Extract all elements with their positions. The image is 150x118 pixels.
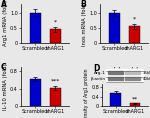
Text: 40kDa: 40kDa bbox=[143, 77, 150, 81]
Bar bbox=[130, 103, 140, 106]
Text: ***: *** bbox=[50, 79, 60, 84]
Bar bbox=[129, 26, 140, 43]
Text: *: * bbox=[133, 17, 136, 22]
Bar bbox=[30, 79, 40, 106]
Bar bbox=[125, 71, 140, 74]
Y-axis label: IL-10 mRNA (fold): IL-10 mRNA (fold) bbox=[3, 63, 8, 110]
Bar bbox=[125, 77, 140, 80]
Text: C: C bbox=[1, 63, 6, 72]
Bar bbox=[106, 69, 143, 82]
Bar bbox=[108, 77, 123, 80]
Bar bbox=[109, 13, 120, 43]
Text: Arg-1: Arg-1 bbox=[94, 71, 106, 75]
Text: B: B bbox=[80, 0, 86, 9]
Bar bbox=[111, 93, 121, 106]
Text: β-actin: β-actin bbox=[91, 77, 106, 81]
Text: D: D bbox=[93, 64, 100, 73]
Y-axis label: Arg1 mRNA (fold): Arg1 mRNA (fold) bbox=[3, 0, 8, 46]
Text: A: A bbox=[1, 0, 7, 9]
Text: **: ** bbox=[132, 97, 138, 101]
Bar bbox=[30, 13, 40, 43]
Y-axis label: Inos mRNA (fold): Inos mRNA (fold) bbox=[82, 1, 87, 46]
Bar bbox=[108, 71, 123, 74]
Text: 35kDa: 35kDa bbox=[143, 71, 150, 75]
Y-axis label: Density of Arg1 protein: Density of Arg1 protein bbox=[84, 69, 89, 118]
Bar bbox=[50, 88, 61, 106]
Text: *: * bbox=[54, 20, 57, 25]
Bar bbox=[50, 29, 61, 43]
